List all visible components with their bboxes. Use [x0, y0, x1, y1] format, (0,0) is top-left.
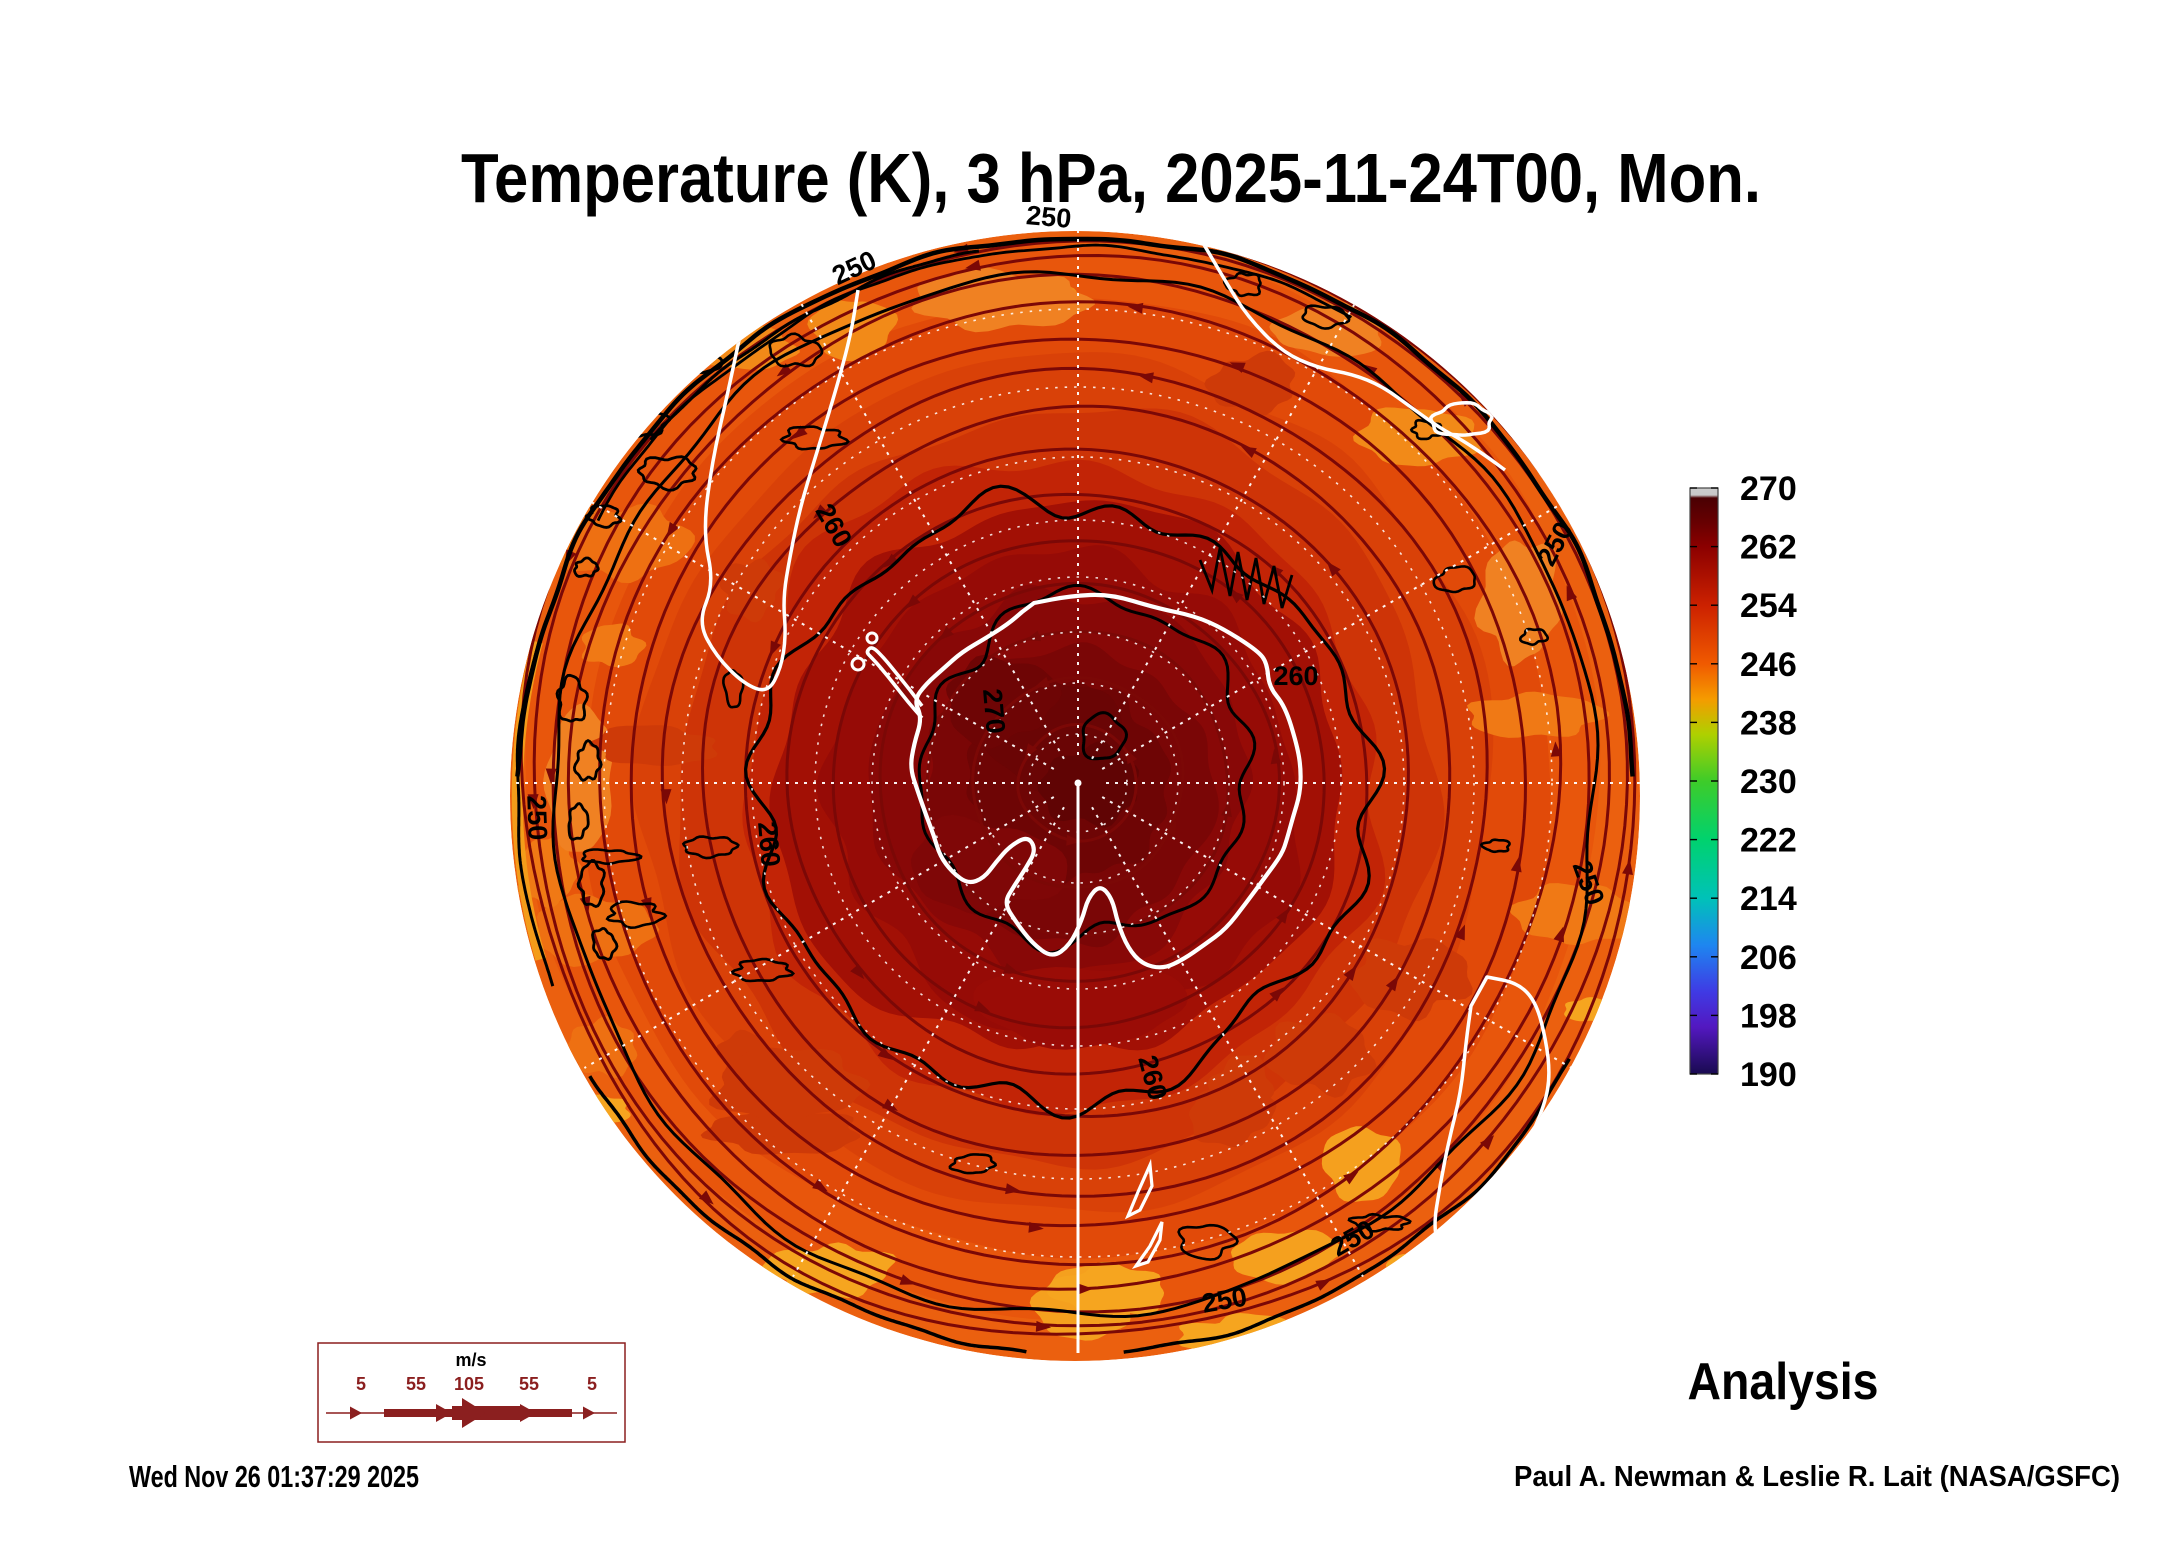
svg-text:190: 190 [1740, 1056, 1797, 1094]
svg-text:105: 105 [454, 1374, 484, 1394]
svg-text:5: 5 [356, 1374, 366, 1394]
svg-text:m/s: m/s [455, 1350, 486, 1370]
svg-text:260: 260 [752, 820, 786, 868]
svg-text:222: 222 [1740, 822, 1797, 860]
svg-text:5: 5 [587, 1374, 597, 1394]
svg-text:250: 250 [1025, 200, 1073, 234]
svg-text:270: 270 [1740, 470, 1797, 508]
svg-text:238: 238 [1740, 704, 1797, 742]
svg-text:Temperature (K), 3 hPa, 2025-1: Temperature (K), 3 hPa, 2025-11-24T00, M… [461, 139, 1761, 217]
svg-text:55: 55 [406, 1374, 426, 1394]
svg-text:Paul A. Newman & Leslie R. Lai: Paul A. Newman & Leslie R. Lait (NASA/GS… [1514, 1461, 2120, 1493]
svg-text:214: 214 [1740, 880, 1797, 918]
svg-text:260: 260 [1273, 661, 1318, 691]
svg-text:250: 250 [521, 795, 553, 841]
svg-text:198: 198 [1740, 997, 1797, 1035]
svg-text:230: 230 [1740, 763, 1797, 801]
svg-text:246: 246 [1740, 646, 1797, 684]
svg-text:206: 206 [1740, 939, 1797, 977]
svg-text:254: 254 [1740, 587, 1797, 625]
svg-text:55: 55 [519, 1374, 539, 1394]
svg-text:Analysis: Analysis [1688, 1353, 1879, 1411]
svg-text:270: 270 [977, 687, 1011, 735]
svg-text:Wed Nov 26 01:37:29 2025: Wed Nov 26 01:37:29 2025 [129, 1459, 419, 1494]
svg-text:262: 262 [1740, 529, 1797, 567]
